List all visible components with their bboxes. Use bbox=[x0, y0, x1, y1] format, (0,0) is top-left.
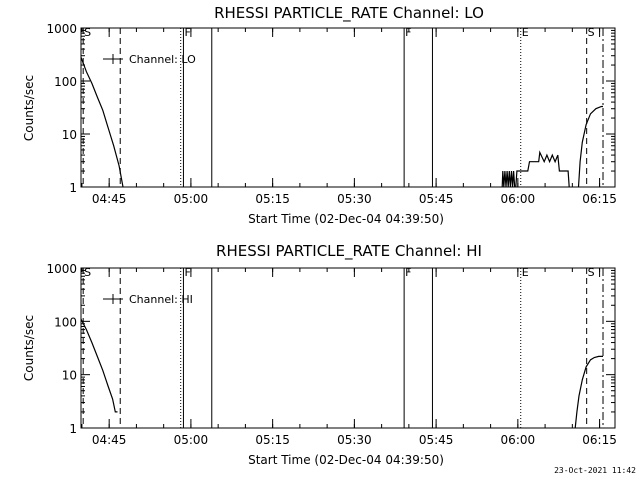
event-marker-label: S bbox=[588, 26, 595, 39]
x-tick-label: 05:30 bbox=[337, 433, 372, 447]
x-tick-label: 05:15 bbox=[255, 433, 290, 447]
y-tick-label: 1 bbox=[69, 181, 77, 195]
x-ticks-lo: 04:45 05:00 05:15 05:30 05:45 06:00 06:15 bbox=[81, 28, 617, 206]
x-tick-label: 06:15 bbox=[582, 433, 617, 447]
plot-frame-hi bbox=[80, 267, 616, 429]
y-tick-label: 1 bbox=[69, 422, 77, 436]
event-marker-label: F bbox=[405, 26, 411, 39]
chart-panel-hi: RHESSI PARTICLE_RATE Channel: HI Counts/… bbox=[22, 242, 617, 467]
x-ticks-hi: 04:45 05:00 05:15 05:30 05:45 06:00 06:15 bbox=[81, 268, 617, 447]
x-tick-label: 06:00 bbox=[501, 433, 536, 447]
x-axis-label-hi: Start Time (02-Dec-04 04:39:50) bbox=[248, 453, 444, 467]
event-marker-label: F bbox=[184, 266, 190, 279]
chart-title-hi: RHESSI PARTICLE_RATE Channel: HI bbox=[216, 242, 482, 261]
series-lo bbox=[80, 57, 603, 188]
series-line-hi bbox=[574, 355, 603, 429]
y-tick-label: 10 bbox=[62, 128, 77, 142]
legend-hi: Channel: HI bbox=[103, 293, 193, 306]
x-tick-label: 04:45 bbox=[92, 433, 127, 447]
x-tick-label: 05:45 bbox=[419, 192, 454, 206]
y-tick-label: 10 bbox=[62, 369, 77, 383]
series-line-lo bbox=[80, 57, 124, 188]
x-tick-label: 05:30 bbox=[337, 192, 372, 206]
series-line-lo bbox=[501, 170, 516, 188]
y-tick-label: 1000 bbox=[46, 22, 77, 36]
legend-label-hi: Channel: HI bbox=[129, 293, 193, 306]
x-axis-label-lo: Start Time (02-Dec-04 04:39:50) bbox=[248, 212, 444, 226]
event-marker-label: F bbox=[405, 266, 411, 279]
y-ticks-lo: 1 10 100 1000 bbox=[46, 22, 615, 195]
event-marker-label: S bbox=[84, 266, 91, 279]
series-line-lo bbox=[515, 150, 570, 188]
y-tick-label: 100 bbox=[54, 315, 77, 329]
x-tick-label: 05:00 bbox=[174, 433, 209, 447]
y-axis-label-hi: Counts/sec bbox=[22, 315, 36, 381]
series-line-lo bbox=[577, 105, 603, 188]
x-tick-label: 05:00 bbox=[174, 192, 209, 206]
event-marker-label: E bbox=[522, 26, 529, 39]
x-tick-label: 05:15 bbox=[255, 192, 290, 206]
x-tick-label: 06:15 bbox=[582, 192, 617, 206]
y-ticks-hi: 1 10 100 1000 bbox=[46, 262, 615, 436]
legend-label-lo: Channel: LO bbox=[129, 53, 196, 66]
event-marker-label: S bbox=[84, 26, 91, 39]
footer-timestamp: 23-Oct-2021 11:42 bbox=[554, 466, 636, 475]
legend-lo: Channel: LO bbox=[103, 53, 196, 66]
y-tick-label: 1000 bbox=[46, 262, 77, 276]
y-tick-label: 100 bbox=[54, 75, 77, 89]
chart-title-lo: RHESSI PARTICLE_RATE Channel: LO bbox=[214, 4, 484, 23]
x-tick-label: 05:45 bbox=[419, 433, 454, 447]
series-hi bbox=[80, 318, 603, 429]
event-marker-label: F bbox=[184, 26, 190, 39]
x-tick-label: 06:00 bbox=[501, 192, 536, 206]
plot-frame-lo bbox=[80, 27, 616, 188]
chart-panel-lo: RHESSI PARTICLE_RATE Channel: LO Counts/… bbox=[22, 4, 617, 226]
event-marker-label: E bbox=[522, 266, 529, 279]
event-marker-label: S bbox=[588, 266, 595, 279]
x-tick-label: 04:45 bbox=[92, 192, 127, 206]
y-axis-label-lo: Counts/sec bbox=[22, 75, 36, 141]
series-line-hi bbox=[80, 318, 118, 413]
